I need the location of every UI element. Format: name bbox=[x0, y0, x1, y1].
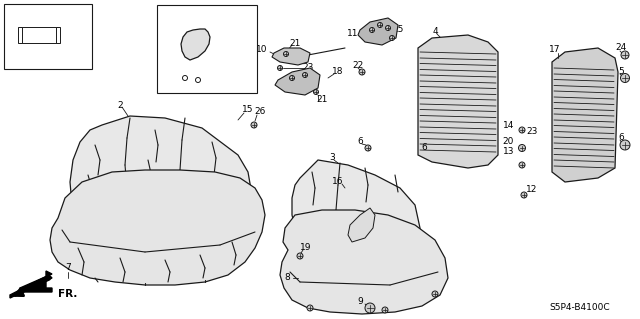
Circle shape bbox=[378, 23, 383, 27]
Circle shape bbox=[307, 305, 313, 311]
Circle shape bbox=[278, 65, 282, 70]
Text: 19: 19 bbox=[300, 243, 312, 253]
Polygon shape bbox=[280, 210, 448, 314]
Text: 25: 25 bbox=[392, 26, 404, 34]
Polygon shape bbox=[20, 271, 52, 292]
Text: 23: 23 bbox=[526, 128, 538, 137]
Polygon shape bbox=[50, 170, 265, 285]
Circle shape bbox=[365, 303, 375, 313]
Text: 20: 20 bbox=[502, 137, 514, 146]
Polygon shape bbox=[348, 208, 375, 242]
Circle shape bbox=[385, 26, 390, 31]
Text: 2: 2 bbox=[117, 100, 123, 109]
Text: 22: 22 bbox=[353, 61, 364, 70]
Text: 3: 3 bbox=[329, 153, 335, 162]
Bar bbox=[18, 27, 22, 43]
Polygon shape bbox=[272, 48, 310, 65]
Text: 11: 11 bbox=[346, 28, 358, 38]
Polygon shape bbox=[418, 35, 498, 168]
Polygon shape bbox=[10, 275, 52, 298]
Bar bbox=[4, 4, 92, 69]
Circle shape bbox=[521, 192, 527, 198]
Polygon shape bbox=[552, 48, 618, 182]
Circle shape bbox=[390, 35, 394, 41]
Text: 10: 10 bbox=[255, 46, 267, 55]
Text: 12: 12 bbox=[526, 186, 538, 195]
Text: 16: 16 bbox=[332, 177, 344, 187]
Text: 6: 6 bbox=[618, 133, 624, 143]
Circle shape bbox=[518, 145, 525, 152]
Text: 26: 26 bbox=[254, 108, 266, 116]
Circle shape bbox=[519, 162, 525, 168]
Text: 5: 5 bbox=[618, 68, 624, 77]
Text: S5P4-B4100C: S5P4-B4100C bbox=[550, 303, 611, 313]
Text: 24: 24 bbox=[616, 43, 627, 53]
Circle shape bbox=[621, 51, 629, 59]
Circle shape bbox=[314, 90, 319, 94]
Circle shape bbox=[620, 140, 630, 150]
Text: 13: 13 bbox=[502, 147, 514, 157]
Text: 9: 9 bbox=[357, 298, 363, 307]
Text: 23: 23 bbox=[302, 63, 314, 72]
Circle shape bbox=[382, 307, 388, 313]
Circle shape bbox=[432, 291, 438, 297]
Text: 27: 27 bbox=[172, 69, 183, 78]
Circle shape bbox=[359, 69, 365, 75]
Text: 28: 28 bbox=[204, 69, 216, 78]
Circle shape bbox=[519, 127, 525, 133]
Text: 8: 8 bbox=[284, 273, 290, 283]
Text: 30: 30 bbox=[159, 26, 171, 34]
Text: 15: 15 bbox=[243, 106, 253, 115]
Polygon shape bbox=[292, 160, 420, 268]
Text: 29: 29 bbox=[159, 18, 171, 26]
Bar bbox=[157, 5, 257, 93]
Bar bbox=[56, 27, 60, 43]
Polygon shape bbox=[181, 29, 210, 60]
Text: 14: 14 bbox=[502, 121, 514, 130]
Circle shape bbox=[289, 76, 294, 80]
Text: 6: 6 bbox=[357, 137, 363, 146]
Text: FR.: FR. bbox=[58, 289, 77, 299]
Text: 6: 6 bbox=[421, 144, 427, 152]
Text: 4: 4 bbox=[432, 27, 438, 36]
Circle shape bbox=[284, 51, 289, 56]
Circle shape bbox=[369, 27, 374, 33]
Text: 7: 7 bbox=[65, 263, 71, 272]
Polygon shape bbox=[358, 18, 398, 45]
Text: 21: 21 bbox=[316, 95, 328, 105]
Polygon shape bbox=[275, 68, 320, 95]
Bar bbox=[20, 27, 58, 43]
Text: 17: 17 bbox=[549, 46, 561, 55]
Circle shape bbox=[297, 253, 303, 259]
Circle shape bbox=[251, 122, 257, 128]
Text: 1: 1 bbox=[27, 9, 33, 18]
Circle shape bbox=[365, 145, 371, 151]
Polygon shape bbox=[70, 116, 252, 260]
Text: 21: 21 bbox=[289, 39, 301, 48]
Circle shape bbox=[303, 72, 307, 78]
Circle shape bbox=[621, 73, 630, 83]
Text: 18: 18 bbox=[332, 68, 344, 77]
